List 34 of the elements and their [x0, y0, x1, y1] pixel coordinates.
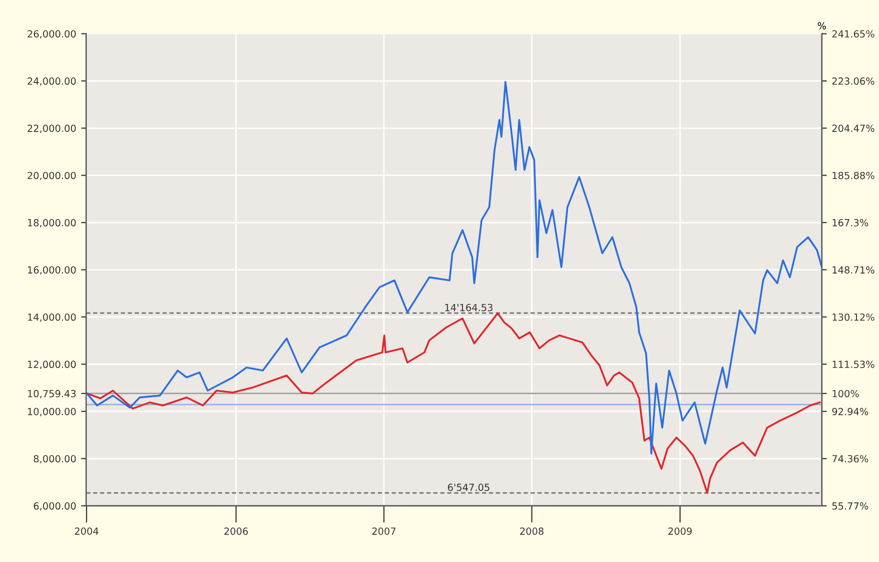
y-tick-label: 20,000.00 [28, 172, 76, 180]
y-tick-label: 14,000.00 [28, 313, 76, 322]
x-tick-label: 2009 [668, 528, 692, 535]
y-tick-label: 10,759.43 [28, 390, 76, 398]
x-tick-label: 2006 [224, 528, 248, 535]
y-tick-label: 16,000.00 [28, 266, 76, 275]
x-tick-label: 2008 [520, 528, 544, 535]
x-tick-label: 2007 [372, 528, 396, 535]
y-tick-label: 18,000.00 [28, 219, 76, 228]
y-tick-label: 26,000.00 [28, 30, 76, 39]
y2-tick-label: 130.12% [832, 313, 874, 321]
y-tick-label: 24,000.00 [28, 77, 76, 86]
y2-tick-label: 241.65% [832, 30, 874, 38]
y2-tick-label: 167.3% [832, 219, 868, 226]
line-series [86, 80, 822, 455]
x-tick-label: 2004 [74, 528, 98, 535]
y2-tick-label: 111.53% [832, 360, 874, 368]
y2-tick-label: 148.71% [832, 266, 874, 274]
ref-line-label: 14'164.53 [445, 304, 492, 312]
y-tick-label: 8,000.00 [34, 455, 76, 464]
y-tick-label: 22,000.00 [28, 124, 76, 133]
y2-tick-label: 74.36% [832, 455, 868, 462]
ref-line-label: 6'547.05 [448, 484, 490, 492]
y-tick-label: 12,000.00 [28, 360, 76, 369]
y2-tick-label: 55.77% [832, 502, 868, 510]
y2-tick-label: 204.47% [832, 124, 874, 132]
y2-tick-label: 185.88% [832, 172, 874, 180]
y-tick-label: 10,000.00 [28, 408, 76, 416]
y2-tick-label: 223.06% [832, 77, 874, 85]
y-tick-label: 6,000.00 [34, 502, 76, 511]
y2-tick-label: 92.94% [832, 408, 868, 416]
y2-tick-label: 100% [832, 390, 859, 398]
y2-axis-title: % [818, 22, 826, 30]
line-series [86, 312, 821, 494]
